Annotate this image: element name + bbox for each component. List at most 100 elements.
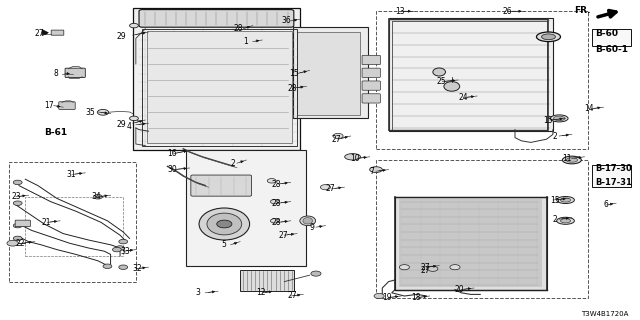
FancyBboxPatch shape bbox=[65, 68, 85, 77]
Text: 30: 30 bbox=[168, 165, 177, 174]
Text: 16: 16 bbox=[168, 149, 177, 158]
FancyBboxPatch shape bbox=[362, 68, 380, 77]
Circle shape bbox=[103, 264, 112, 268]
Circle shape bbox=[333, 133, 343, 139]
Ellipse shape bbox=[433, 68, 445, 76]
Text: 4: 4 bbox=[126, 122, 131, 131]
Text: 29: 29 bbox=[117, 32, 127, 41]
Bar bbox=[10, 162, 136, 282]
Ellipse shape bbox=[550, 115, 568, 122]
Text: 35: 35 bbox=[85, 108, 95, 116]
Circle shape bbox=[13, 223, 22, 228]
Circle shape bbox=[7, 240, 19, 246]
Bar bbox=[592, 29, 631, 46]
Text: B-60: B-60 bbox=[595, 29, 618, 38]
FancyBboxPatch shape bbox=[51, 30, 64, 35]
Text: 28: 28 bbox=[287, 84, 297, 92]
FancyBboxPatch shape bbox=[191, 175, 252, 196]
Text: 34: 34 bbox=[92, 192, 101, 201]
Text: 27: 27 bbox=[278, 231, 287, 240]
Text: 8: 8 bbox=[54, 69, 58, 78]
Circle shape bbox=[119, 239, 127, 244]
Text: 27: 27 bbox=[332, 135, 341, 144]
Ellipse shape bbox=[345, 154, 360, 160]
Text: 24: 24 bbox=[458, 93, 468, 102]
Text: B-17-30: B-17-30 bbox=[595, 164, 632, 172]
FancyBboxPatch shape bbox=[362, 81, 380, 90]
Text: 10: 10 bbox=[351, 154, 360, 163]
Text: 27: 27 bbox=[287, 292, 297, 300]
Circle shape bbox=[13, 236, 22, 241]
Text: 25: 25 bbox=[436, 77, 445, 86]
Ellipse shape bbox=[444, 82, 460, 91]
Ellipse shape bbox=[207, 213, 242, 235]
Text: 27: 27 bbox=[35, 29, 44, 38]
Text: 28: 28 bbox=[272, 199, 281, 208]
Ellipse shape bbox=[303, 218, 312, 224]
FancyBboxPatch shape bbox=[59, 102, 75, 109]
Text: 27: 27 bbox=[420, 263, 430, 272]
Text: 2: 2 bbox=[553, 132, 557, 140]
Circle shape bbox=[116, 246, 125, 250]
Ellipse shape bbox=[566, 158, 577, 162]
Text: 31: 31 bbox=[67, 170, 76, 179]
Text: 7: 7 bbox=[370, 167, 374, 176]
Text: 36: 36 bbox=[281, 16, 291, 25]
Ellipse shape bbox=[554, 116, 565, 121]
Text: 6: 6 bbox=[604, 200, 609, 209]
Circle shape bbox=[93, 195, 102, 199]
Circle shape bbox=[374, 293, 384, 299]
Circle shape bbox=[428, 266, 438, 271]
Text: B-17-31: B-17-31 bbox=[595, 178, 632, 187]
Text: 28: 28 bbox=[234, 24, 243, 33]
Text: 11: 11 bbox=[563, 154, 572, 163]
Circle shape bbox=[113, 247, 122, 252]
Text: 15: 15 bbox=[550, 196, 559, 204]
Circle shape bbox=[268, 179, 276, 183]
Circle shape bbox=[97, 109, 109, 115]
Bar bbox=[186, 150, 307, 266]
Ellipse shape bbox=[561, 219, 571, 223]
Text: 28: 28 bbox=[272, 180, 281, 188]
Ellipse shape bbox=[199, 208, 250, 240]
Ellipse shape bbox=[300, 216, 316, 226]
Circle shape bbox=[271, 219, 279, 223]
FancyBboxPatch shape bbox=[362, 94, 380, 103]
Polygon shape bbox=[388, 18, 553, 131]
Text: B-61: B-61 bbox=[44, 128, 67, 137]
Text: 21: 21 bbox=[41, 218, 51, 227]
Ellipse shape bbox=[557, 217, 574, 224]
Text: 32: 32 bbox=[132, 264, 142, 273]
Bar bbox=[399, 199, 541, 287]
Circle shape bbox=[13, 180, 22, 185]
Text: 19: 19 bbox=[382, 293, 392, 302]
Ellipse shape bbox=[370, 167, 382, 172]
Text: 2: 2 bbox=[230, 159, 236, 168]
Text: 15: 15 bbox=[289, 69, 298, 78]
Circle shape bbox=[119, 265, 127, 269]
Text: FR.: FR. bbox=[573, 6, 590, 15]
Bar bbox=[392, 21, 547, 130]
Circle shape bbox=[271, 199, 279, 204]
Circle shape bbox=[13, 201, 22, 205]
Circle shape bbox=[217, 220, 232, 228]
Text: 2: 2 bbox=[553, 215, 557, 224]
Text: 5: 5 bbox=[221, 240, 226, 249]
Text: 28: 28 bbox=[272, 218, 281, 227]
Bar bbox=[292, 27, 369, 118]
Text: 12: 12 bbox=[256, 288, 266, 297]
Text: B-60-1: B-60-1 bbox=[595, 45, 628, 54]
Bar bbox=[25, 197, 124, 256]
Text: 27: 27 bbox=[420, 266, 430, 275]
Ellipse shape bbox=[536, 32, 561, 42]
Circle shape bbox=[311, 271, 321, 276]
Circle shape bbox=[321, 185, 330, 190]
Text: 17: 17 bbox=[44, 101, 54, 110]
Circle shape bbox=[129, 116, 138, 121]
Bar bbox=[142, 29, 297, 146]
Text: 22: 22 bbox=[16, 239, 26, 248]
Text: 9: 9 bbox=[310, 223, 314, 232]
Circle shape bbox=[129, 23, 138, 28]
Ellipse shape bbox=[541, 34, 556, 40]
Bar bbox=[297, 32, 360, 115]
